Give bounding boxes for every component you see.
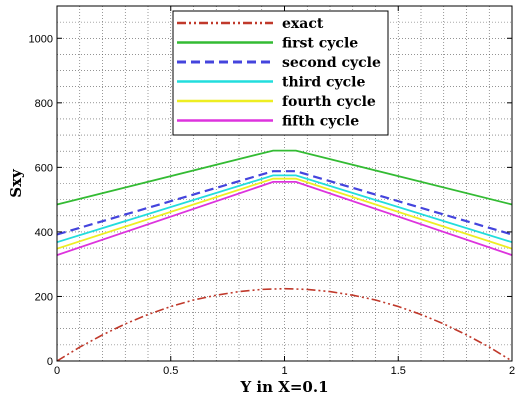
y-tick-label: 800 (35, 98, 53, 110)
grid (57, 6, 512, 361)
legend-box (172, 10, 389, 136)
x-tick-label: 0.5 (163, 365, 178, 377)
x-tick-label: 2 (509, 365, 515, 377)
y-tick-label: 600 (35, 162, 53, 174)
legend-label: fourth cycle (282, 94, 376, 110)
series-line-first-cycle (56, 149, 513, 206)
y-axis-label: Sxy (7, 168, 25, 198)
legend: exact first cycle second cycle third cycle f… (172, 10, 389, 136)
series-line-fourth-cycle (56, 177, 513, 250)
series-line-fifth-cycle (56, 180, 513, 256)
y-tick-label: 1000 (29, 33, 53, 45)
y-tick-label: 200 (35, 291, 53, 303)
x-tick-label: 1 (281, 365, 287, 377)
series-group (56, 149, 513, 362)
x-tick-label: 0 (54, 365, 60, 377)
legend-label: first cycle (282, 36, 358, 52)
x-tick-label: 1.5 (391, 365, 406, 377)
legend-label: fifth cycle (282, 114, 359, 130)
legend-label: second cycle (282, 55, 381, 71)
legend-label: exact (282, 16, 324, 32)
series-line-third-cycle (56, 174, 513, 244)
axis-ticks: 0 0.5 1 1.5 2 0 200 400 600 800 1000 (29, 6, 515, 377)
legend-label: third cycle (282, 75, 366, 91)
series-line-exact (56, 287, 513, 362)
y-tick-label: 0 (47, 356, 53, 368)
x-axis-label: Y in X=0.1 (239, 378, 328, 396)
series-line-second-cycle (56, 170, 513, 236)
y-tick-label: 400 (35, 227, 53, 239)
